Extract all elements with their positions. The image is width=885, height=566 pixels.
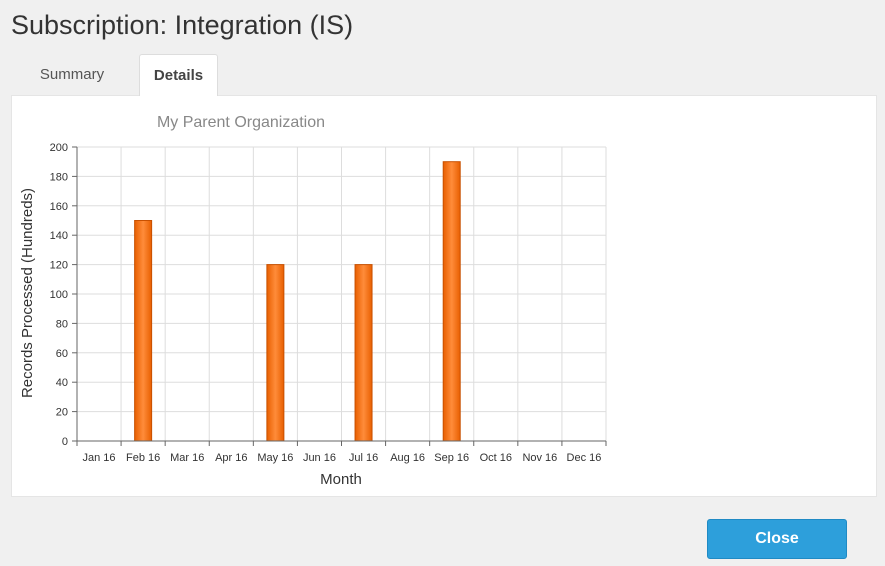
x-tick-label: Nov 16 (522, 452, 557, 464)
x-axis-label: Month (320, 471, 362, 488)
y-tick-label: 40 (56, 377, 68, 389)
y-tick-label: 80 (56, 318, 68, 330)
bar-jul-16[interactable] (354, 264, 373, 442)
x-tick-label: May 16 (257, 452, 293, 464)
y-tick-label: 180 (50, 171, 68, 183)
x-tick-label: Oct 16 (480, 452, 512, 464)
tab-details[interactable]: Details (139, 54, 218, 96)
x-tick-label: Jan 16 (83, 452, 116, 464)
x-tick-label: Feb 16 (126, 452, 160, 464)
bar-may-16[interactable] (266, 264, 285, 442)
y-tick-label: 60 (56, 348, 68, 360)
x-tick-label: Apr 16 (215, 452, 247, 464)
x-tick-label: Dec 16 (567, 452, 602, 464)
chart-bars (134, 161, 461, 442)
chart-title: My Parent Organization (157, 114, 325, 131)
y-tick-label: 100 (50, 289, 68, 301)
x-tick-label: Sep 16 (434, 452, 469, 464)
y-tick-label: 0 (62, 436, 68, 448)
x-tick-label: Aug 16 (390, 452, 425, 464)
y-axis-label: Records Processed (Hundreds) (19, 188, 36, 398)
y-tick-label: 140 (50, 230, 68, 242)
x-tick-label: Mar 16 (170, 452, 204, 464)
close-button[interactable]: Close (707, 519, 847, 559)
y-tick-label: 20 (56, 407, 68, 419)
tab-summary[interactable]: Summary (39, 66, 105, 83)
y-tick-label: 120 (50, 260, 68, 272)
bar-feb-16[interactable] (134, 220, 153, 442)
y-tick-label: 200 (50, 142, 68, 154)
y-tick-label: 160 (50, 201, 68, 213)
y-axis-ticks: 0 20 40 60 80 100 120 140 160 180 200 (50, 142, 77, 448)
chart-grid (76, 146, 607, 442)
bar-sep-16[interactable] (442, 161, 461, 442)
page-title: Subscription: Integration (IS) (11, 10, 354, 40)
x-axis-ticks: Jan 16 Feb 16 Mar 16 Apr 16 May 16 Jun 16 Jul … (76, 441, 607, 464)
records-bar-chart: My Parent Organization 0 20 40 60 80 100 120 14… (19, 114, 607, 488)
x-tick-label: Jul 16 (349, 452, 378, 464)
x-tick-label: Jun 16 (303, 452, 336, 464)
